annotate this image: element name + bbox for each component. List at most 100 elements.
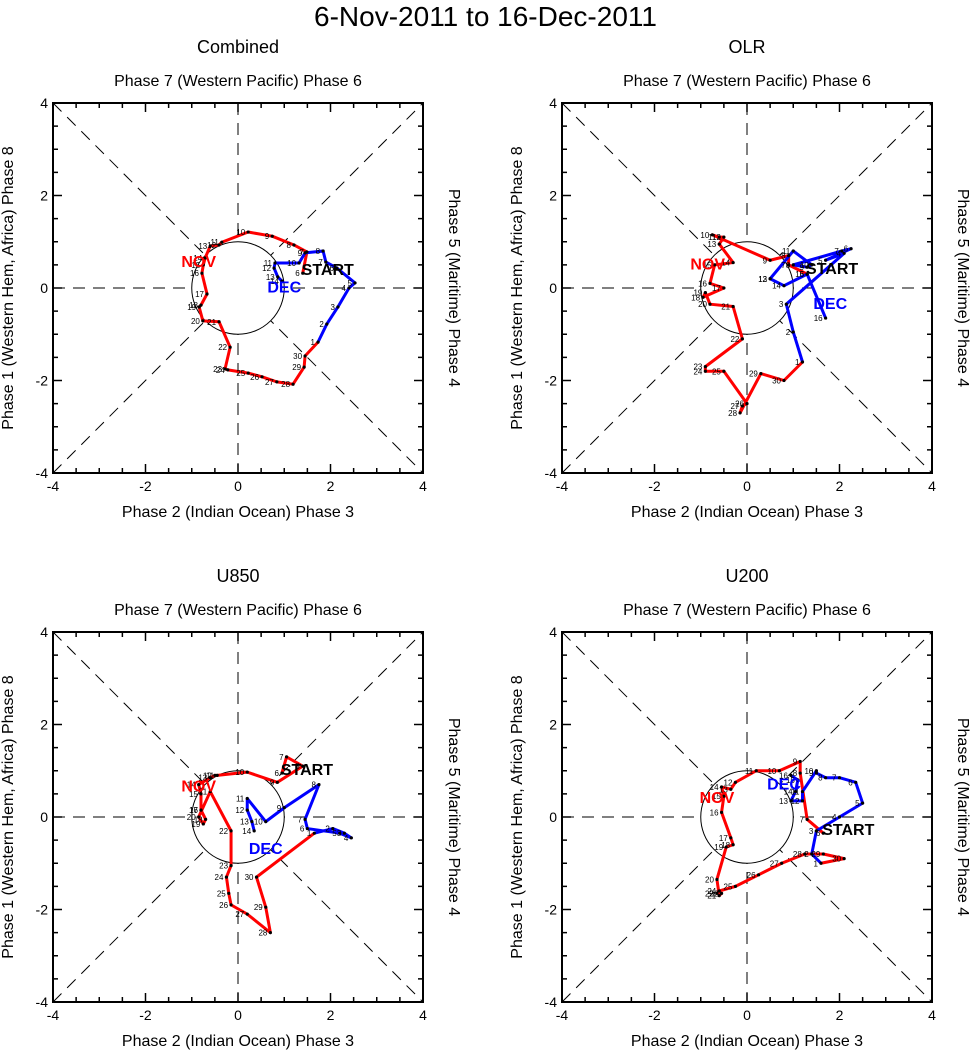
day-marker xyxy=(353,281,357,285)
bottom-phase-label: Phase 2 (Indian Ocean) Phase 3 xyxy=(631,504,863,521)
day-label: 4 xyxy=(342,284,347,293)
day-marker xyxy=(824,776,828,780)
day-label: 4 xyxy=(837,249,842,258)
day-marker xyxy=(272,266,276,270)
day-label: 20 xyxy=(698,300,707,309)
day-label: 23 xyxy=(219,862,228,871)
main-title: 6-Nov-2011 to 16-Dec-2011 xyxy=(314,1,657,32)
panel-u850: U850 Phase 7 (Western Pacific) Phase 6 Pha… xyxy=(0,566,462,1050)
day-label: 6 xyxy=(816,829,821,838)
panel-title: OLR xyxy=(728,37,765,57)
day-label: 29 xyxy=(749,370,758,379)
day-marker xyxy=(854,780,858,784)
start-label: START xyxy=(281,762,333,779)
day-label: 30 xyxy=(293,352,302,361)
bottom-phase-label: Phase 2 (Indian Ocean) Phase 3 xyxy=(631,1033,863,1050)
day-marker xyxy=(264,820,268,824)
day-marker xyxy=(722,235,726,239)
y-tick-label: 4 xyxy=(40,624,48,640)
day-label: 6 xyxy=(330,264,335,273)
day-marker xyxy=(245,796,249,801)
day-label: 9 xyxy=(800,263,805,272)
day-label: 9 xyxy=(763,256,768,265)
day-label: 3 xyxy=(779,300,784,309)
day-marker xyxy=(284,755,289,759)
day-label: 6 xyxy=(844,245,849,254)
y-tick-label: -2 xyxy=(545,902,558,918)
day-label: 6 xyxy=(848,778,853,787)
day-label: 18 xyxy=(194,815,203,824)
day-marker xyxy=(803,852,807,856)
day-label: 25 xyxy=(712,367,721,376)
day-label: 1 xyxy=(307,829,312,838)
day-marker xyxy=(199,808,203,812)
day-marker xyxy=(791,330,795,334)
day-marker xyxy=(245,770,249,774)
y-tick-label: -2 xyxy=(36,373,49,389)
day-label: 11 xyxy=(264,259,273,268)
day-marker xyxy=(201,822,205,826)
day-label: 5 xyxy=(855,799,860,808)
day-marker xyxy=(291,382,295,386)
day-label: 8 xyxy=(287,241,292,250)
day-label: 14 xyxy=(784,788,793,797)
day-marker xyxy=(719,785,724,789)
day-marker xyxy=(197,815,201,819)
day-marker xyxy=(302,365,306,369)
month-label-nov: NOV xyxy=(690,257,725,274)
day-marker xyxy=(717,235,721,239)
day-label: 24 xyxy=(215,873,224,882)
day-label: 15 xyxy=(795,270,804,279)
day-label: 13 xyxy=(779,797,788,806)
y-tick-label: 2 xyxy=(40,717,48,733)
day-marker xyxy=(715,877,719,882)
day-marker xyxy=(254,875,259,879)
day-label: 16 xyxy=(698,279,707,288)
day-label: 29 xyxy=(811,850,820,859)
day-label: 11 xyxy=(745,767,754,776)
day-label: 13 xyxy=(198,242,207,251)
day-marker xyxy=(331,826,335,831)
day-label: 8 xyxy=(781,252,786,261)
day-label: 25 xyxy=(236,369,245,378)
day-marker xyxy=(791,263,795,267)
day-label: 2 xyxy=(786,328,791,337)
day-marker xyxy=(719,891,724,895)
day-marker xyxy=(220,240,224,244)
day-label: 14 xyxy=(721,259,730,268)
day-label: 16 xyxy=(779,771,788,780)
day-label: 7 xyxy=(834,247,839,256)
day-label: 10 xyxy=(236,228,245,237)
day-label: 24 xyxy=(216,366,225,375)
day-marker xyxy=(821,831,825,835)
day-label: 9 xyxy=(277,804,282,813)
day-label: 25 xyxy=(217,889,226,898)
trajectory-dec xyxy=(789,769,865,865)
day-marker xyxy=(275,380,279,384)
day-marker xyxy=(731,843,735,847)
day-marker xyxy=(733,780,738,784)
day-label: 28 xyxy=(793,850,802,859)
day-label: 24 xyxy=(693,367,702,376)
day-marker xyxy=(245,808,249,812)
month-label-nov: NOV xyxy=(181,779,216,796)
day-marker xyxy=(717,242,721,246)
day-marker xyxy=(729,787,733,791)
day-marker xyxy=(197,305,201,309)
day-marker xyxy=(787,263,791,267)
day-marker xyxy=(722,286,726,290)
day-marker xyxy=(842,251,846,255)
day-label: 19 xyxy=(187,303,196,312)
day-label: 8 xyxy=(793,769,798,778)
x-tick-label: 4 xyxy=(928,1007,936,1023)
day-label: 25 xyxy=(724,882,733,891)
day-label: 7 xyxy=(299,248,304,257)
day-label: 16 xyxy=(190,269,199,278)
day-label: 7 xyxy=(298,815,303,824)
right-phase-label: Phase 5 (Maritime) Phase 4 xyxy=(445,189,462,387)
day-marker xyxy=(738,411,742,415)
x-tick-label: 2 xyxy=(836,478,844,494)
left-phase-label: Phase 1 (Western Hem, Africa) Phase 8 xyxy=(0,675,17,958)
day-marker xyxy=(729,836,733,840)
